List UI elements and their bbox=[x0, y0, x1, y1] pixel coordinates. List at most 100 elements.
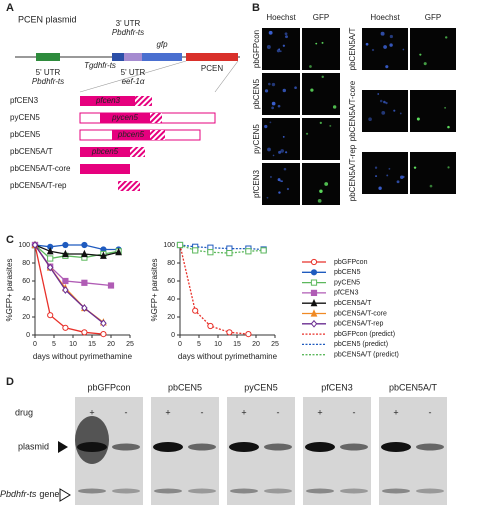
lane-label: - bbox=[125, 407, 128, 417]
construct-name: pfCEN3 bbox=[10, 96, 39, 105]
marker bbox=[310, 319, 318, 328]
band bbox=[112, 443, 140, 451]
band bbox=[381, 442, 411, 452]
series-line bbox=[34, 244, 119, 257]
cell bbox=[375, 175, 378, 178]
cell bbox=[270, 176, 272, 178]
x-tick-label: 5 bbox=[52, 341, 56, 348]
cell bbox=[365, 42, 369, 46]
marker bbox=[62, 277, 69, 285]
band bbox=[229, 442, 259, 452]
cell bbox=[321, 75, 324, 79]
marker bbox=[207, 322, 214, 330]
panel-d: drug plasmid Pbdhfr-ts gene pbGFPcon + - pbCEN5… bbox=[0, 382, 447, 505]
cell bbox=[317, 198, 322, 203]
marker bbox=[81, 241, 88, 249]
sample-label: pbGFPcon bbox=[87, 382, 130, 392]
panel-label: A bbox=[6, 2, 14, 14]
y-tick-label: 60 bbox=[22, 278, 30, 285]
promoter-box bbox=[124, 53, 142, 61]
column-header: Hoechst bbox=[370, 13, 400, 22]
cell bbox=[264, 124, 268, 129]
cell bbox=[383, 45, 387, 49]
band bbox=[264, 443, 292, 451]
cell bbox=[282, 135, 285, 138]
cell bbox=[402, 48, 405, 51]
y-tick-label: 0 bbox=[26, 332, 30, 339]
marker bbox=[46, 246, 54, 255]
cell bbox=[385, 101, 388, 105]
micrograph bbox=[410, 152, 456, 194]
element-label: eef-1α bbox=[122, 77, 145, 86]
micrograph bbox=[262, 163, 300, 205]
x-axis-label: days without pyrimethamine bbox=[178, 352, 278, 361]
cell bbox=[276, 49, 281, 53]
y-tick-label: 100 bbox=[163, 242, 175, 249]
cell bbox=[381, 111, 386, 115]
legend-label: pbCEN5 bbox=[334, 269, 361, 276]
legend-label: pfCEN3 bbox=[334, 290, 359, 297]
cell bbox=[315, 42, 318, 45]
cell bbox=[283, 167, 287, 171]
x-tick-label: 25 bbox=[126, 341, 134, 348]
cell bbox=[396, 180, 400, 184]
marker bbox=[100, 251, 107, 259]
y-tick-label: 80 bbox=[22, 260, 30, 267]
sample-label: pbCEN5A/T bbox=[389, 382, 438, 392]
band bbox=[305, 442, 335, 452]
arrowhead bbox=[58, 441, 68, 453]
cell bbox=[278, 191, 281, 194]
cell bbox=[267, 147, 271, 152]
cell bbox=[374, 166, 378, 169]
marker bbox=[62, 286, 69, 294]
marker bbox=[107, 282, 115, 289]
marker bbox=[31, 241, 39, 249]
cell bbox=[423, 62, 427, 66]
lane-label: + bbox=[317, 407, 322, 417]
x-tick-label: 25 bbox=[271, 341, 279, 348]
row-label: pbCEN5A/T-core bbox=[348, 80, 357, 141]
smear bbox=[75, 416, 109, 464]
element-label: Pbdhfr-ts bbox=[112, 28, 144, 37]
cell bbox=[310, 88, 314, 92]
insert-label: pfcen3 bbox=[95, 96, 121, 105]
construct-name: pbCEN5A/T bbox=[10, 147, 53, 156]
insert-label: pbcen5 bbox=[117, 130, 145, 139]
band bbox=[230, 488, 258, 494]
cell bbox=[277, 104, 281, 108]
band bbox=[77, 442, 107, 452]
cell bbox=[264, 89, 269, 93]
legend-label: pbCEN5 (predict) bbox=[334, 341, 388, 348]
cell bbox=[319, 121, 322, 125]
insert bbox=[112, 130, 150, 140]
row-label: pbGFPcon bbox=[252, 30, 261, 68]
legend-label: pbCEN5A/T bbox=[334, 300, 372, 307]
micrograph bbox=[410, 28, 456, 70]
lane-label: - bbox=[353, 407, 356, 417]
sample-label: pyCEN5 bbox=[244, 382, 278, 392]
row-label: pfCEN3 bbox=[252, 169, 261, 198]
cell bbox=[279, 50, 282, 53]
plasmid-title: PCEN plasmid bbox=[18, 14, 77, 24]
cell bbox=[272, 154, 275, 157]
legend-label: pyCEN5 bbox=[334, 279, 360, 286]
band bbox=[416, 488, 444, 494]
x-tick-label: 15 bbox=[88, 341, 96, 348]
cell bbox=[385, 65, 389, 69]
cell bbox=[271, 82, 276, 87]
y-tick-label: 40 bbox=[22, 296, 30, 303]
insert bbox=[80, 164, 130, 174]
cell bbox=[277, 178, 281, 182]
marker bbox=[62, 241, 69, 249]
element-label: 5' UTR bbox=[36, 68, 61, 77]
band bbox=[78, 488, 106, 494]
legend-label: pbCEN5A/T-rep bbox=[334, 321, 384, 328]
cell bbox=[386, 174, 389, 177]
insert bbox=[80, 96, 135, 106]
micrograph bbox=[302, 118, 340, 160]
x-tick-label: 5 bbox=[197, 341, 201, 348]
marker bbox=[310, 279, 318, 286]
marker bbox=[245, 331, 252, 338]
series-line bbox=[34, 244, 112, 287]
x-tick-label: 10 bbox=[214, 341, 222, 348]
